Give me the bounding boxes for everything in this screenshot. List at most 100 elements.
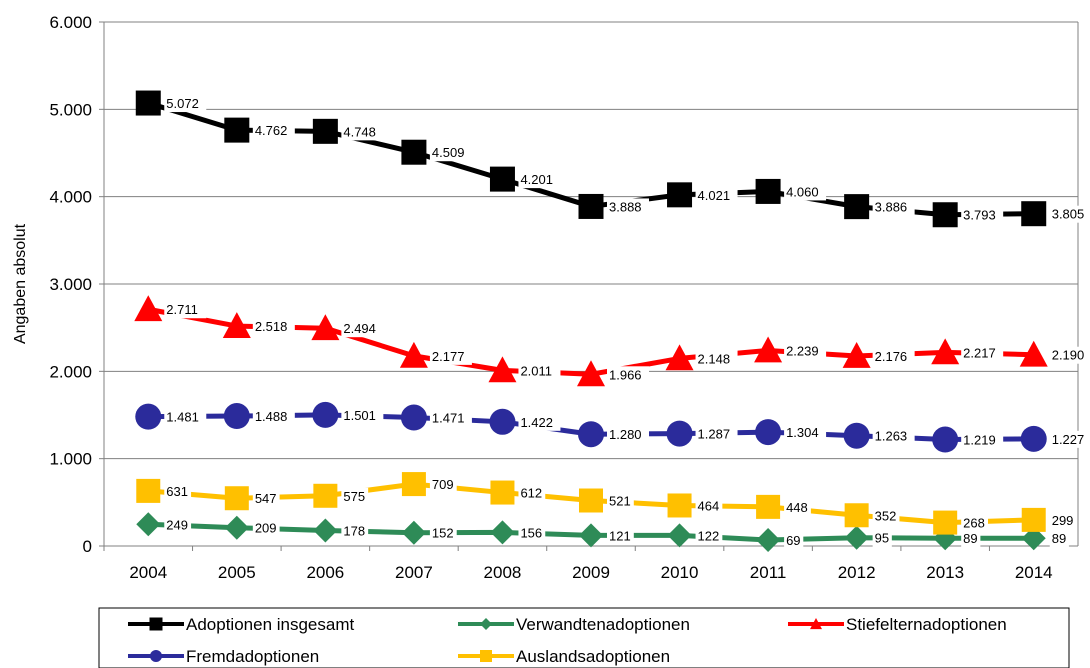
data-label-bg [1049, 205, 1090, 223]
data-point [756, 527, 781, 552]
data-label: 1.227 [1052, 432, 1085, 447]
legend-item: Verwandtenadoptionen [458, 615, 690, 634]
data-point [932, 426, 959, 453]
data-label: 3.805 [1052, 207, 1085, 222]
data-point [1021, 201, 1047, 227]
data-label-bg [872, 507, 900, 525]
data-label-bg [164, 516, 192, 534]
data-label-bg [429, 347, 472, 365]
data-label-bg [252, 318, 295, 336]
data-label: 2.176 [875, 349, 908, 364]
legend-label: Fremdadoptionen [186, 647, 319, 666]
x-axis-ticks: 2004 2005 2006 2007 2008 2009 2010 2011 2012 2013… [103, 546, 1053, 582]
data-label: 1.501 [343, 408, 376, 423]
data-label-bg [341, 522, 369, 540]
data-point [666, 420, 693, 447]
data-label: 612 [520, 486, 542, 501]
legend-label: Auslandsadoptionen [516, 647, 670, 666]
data-point [844, 194, 870, 220]
data-label-bg [1049, 530, 1069, 548]
data-label-bg [1049, 346, 1090, 364]
data-label-bg [695, 425, 738, 443]
legend-label: Adoptionen insgesamt [186, 615, 355, 634]
data-label-bg [164, 408, 207, 426]
data-point [755, 178, 781, 204]
data-label: 1.219 [963, 433, 996, 448]
data-label-bg [341, 123, 384, 141]
data-point [1021, 507, 1046, 532]
data-label-bg [607, 492, 634, 510]
data-point [756, 494, 781, 519]
x-tick-label: 2004 [129, 563, 167, 582]
data-label: 631 [166, 484, 188, 499]
legend-box [98, 607, 1070, 668]
data-point [667, 523, 692, 548]
legend-label: Stiefelternadoptionen [846, 615, 1007, 634]
data-point [312, 118, 338, 144]
data-label-bg [164, 482, 192, 500]
x-tick-label: 2009 [572, 563, 610, 582]
data-label: 4.748 [343, 124, 376, 139]
data-label: 5.072 [166, 96, 199, 111]
legend-item: Auslandsadoptionen [458, 647, 670, 666]
data-label-bg [1049, 430, 1090, 448]
data-point [1019, 340, 1048, 367]
data-label-bg [1049, 511, 1077, 529]
data-label: 709 [432, 477, 454, 492]
data-label: 1.488 [255, 409, 288, 424]
data-label: 2.217 [963, 345, 996, 360]
data-point [932, 202, 958, 228]
data-label: 1.304 [786, 425, 819, 440]
data-point [931, 338, 960, 365]
data-label-bg [429, 144, 472, 162]
data-point [223, 403, 250, 430]
data-label-bg [784, 342, 827, 360]
data-label-bg [872, 529, 892, 547]
data-label-bg [341, 320, 384, 338]
data-label: 2.518 [255, 319, 288, 334]
data-label-bg [518, 484, 546, 502]
data-point [224, 117, 250, 143]
data-label-bg [607, 366, 649, 384]
data-label: 4.201 [520, 172, 553, 187]
data-point [488, 356, 517, 383]
data-label-bg [961, 206, 1004, 224]
data-point [844, 503, 869, 528]
data-point [754, 336, 783, 363]
data-label-bg [252, 408, 295, 426]
data-point [399, 341, 428, 368]
data-point [490, 480, 515, 505]
series-verwandtenadoptionen: 249 209 178 152 156 121 122 69 95 89 89 [136, 512, 1069, 552]
legend: Adoptionen insgesamt Verwandtenadoptionen… [98, 607, 1070, 668]
data-point [313, 518, 338, 543]
data-label: 352 [875, 508, 897, 523]
x-tick-label: 2010 [661, 563, 699, 582]
x-tick-label: 2014 [1015, 563, 1053, 582]
y-axis-label: Angaben absolut [12, 223, 29, 344]
data-label-bg [961, 344, 1004, 362]
x-tick-label: 2013 [926, 563, 964, 582]
y-tick-label: 0 [83, 537, 92, 556]
data-label-bg [429, 524, 457, 542]
data-point [224, 486, 249, 511]
legend-label: Verwandtenadoptionen [516, 615, 690, 634]
data-point [401, 139, 427, 165]
data-point [755, 419, 782, 446]
x-tick-label: 2007 [395, 563, 433, 582]
data-point [311, 314, 340, 341]
data-point [1021, 526, 1046, 551]
data-point [844, 525, 869, 550]
data-label: 2.711 [166, 302, 198, 317]
data-label-bg [429, 409, 472, 427]
legend-marker [810, 618, 822, 630]
data-point [489, 166, 515, 192]
data-point [401, 472, 426, 497]
data-label-bg [164, 301, 207, 319]
x-tick-label: 2005 [218, 563, 256, 582]
data-label: 2.494 [343, 321, 376, 336]
data-label-bg [695, 527, 723, 545]
data-label: 4.509 [432, 145, 465, 160]
data-label: 95 [875, 531, 889, 546]
data-label: 1.263 [875, 429, 908, 444]
